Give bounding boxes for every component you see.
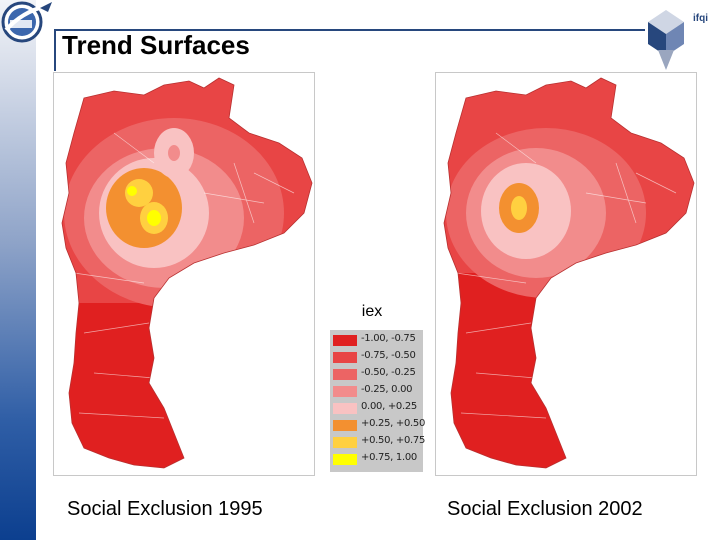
legend-item-label: -1.00, -0.75 <box>361 333 416 344</box>
map-caption-1995: Social Exclusion 1995 <box>67 498 263 520</box>
legend-swatch <box>333 369 357 380</box>
legend-swatch <box>333 420 357 431</box>
legend-item: -0.50, -0.25 <box>333 366 421 383</box>
title-side-rule <box>54 29 56 71</box>
legend-swatch <box>333 335 357 346</box>
legend-item-label: +0.50, +0.75 <box>361 435 426 446</box>
map-1995-surface <box>61 77 313 469</box>
legend-item: +0.25, +0.50 <box>333 417 425 434</box>
legend-item-label: +0.25, +0.50 <box>361 418 426 429</box>
legend-title: iex <box>361 303 383 320</box>
logo-right-label: ifqi <box>693 13 708 24</box>
map-social-exclusion-2002 <box>435 72 697 476</box>
legend-item-label: -0.50, -0.25 <box>361 367 416 378</box>
inpe-logo-icon <box>0 0 60 48</box>
legend-item: -0.75, -0.50 <box>333 349 421 366</box>
sidebar-gradient <box>0 0 36 540</box>
legend-item: 0.00, +0.25 <box>333 400 421 417</box>
cube-logo-icon <box>640 4 692 74</box>
legend-item: -1.00, -0.75 <box>333 332 421 349</box>
legend-swatch <box>333 403 357 414</box>
legend-swatch <box>333 437 357 448</box>
legend-item-label: -0.25, 0.00 <box>361 384 413 395</box>
map-social-exclusion-1995 <box>53 72 315 476</box>
legend-swatch <box>333 386 357 397</box>
legend-item: -0.25, 0.00 <box>333 383 421 400</box>
page-title: Trend Surfaces <box>62 30 250 60</box>
legend-swatch <box>333 454 357 465</box>
legend-swatch <box>333 352 357 363</box>
legend-item-label: -0.75, -0.50 <box>361 350 416 361</box>
map-caption-2002: Social Exclusion 2002 <box>447 498 643 520</box>
map-2002-surface <box>443 77 695 469</box>
legend-item: +0.50, +0.75 <box>333 434 425 451</box>
legend-item: +0.75, 1.00 <box>333 451 421 468</box>
legend: -1.00, -0.75 -0.75, -0.50 -0.50, -0.25 -… <box>330 330 425 472</box>
legend-item-label: +0.75, 1.00 <box>361 452 417 463</box>
legend-item-label: 0.00, +0.25 <box>361 401 417 412</box>
title-underline <box>55 29 645 31</box>
